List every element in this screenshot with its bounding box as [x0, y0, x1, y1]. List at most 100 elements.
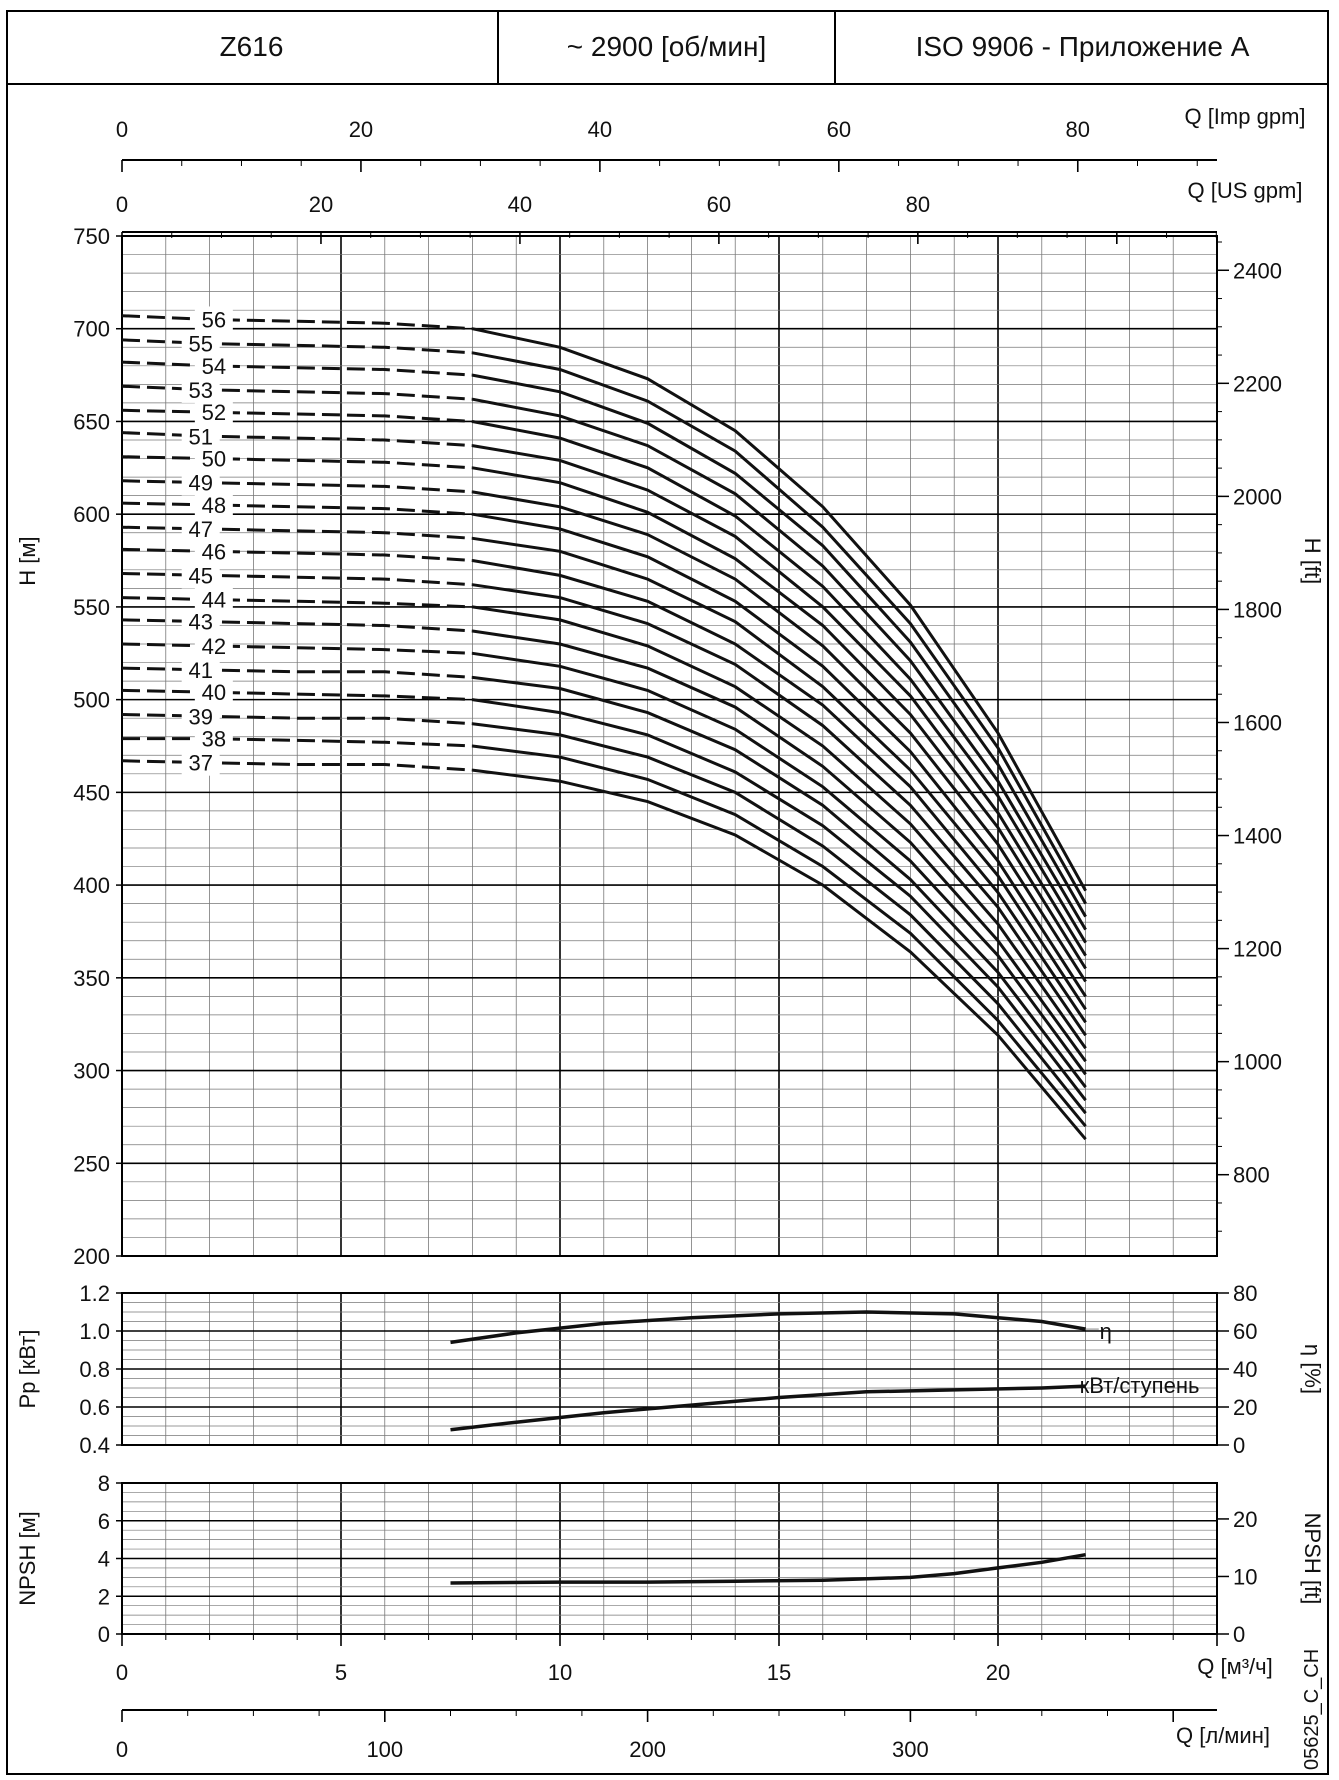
x2-tick-label: 300 [892, 1737, 929, 1762]
head-curve-55-dashed [121, 338, 473, 355]
stage-label-bg [181, 516, 220, 543]
head-curve-47 [472, 536, 1087, 1011]
power-label: кВт/ступень [1080, 1373, 1200, 1398]
y-right-tick-label: 800 [1233, 1163, 1270, 1188]
stage-label-bg [181, 608, 220, 635]
top-axis-tick-label: 60 [827, 117, 851, 142]
head-curve-42 [472, 651, 1087, 1076]
stage-label: 52 [202, 400, 226, 425]
efficiency-curve [450, 1310, 1086, 1345]
head-curve-50-dashed [121, 455, 473, 470]
stage-label-bg [181, 703, 220, 730]
y-tick-label: 400 [73, 873, 110, 898]
x-tick-label: 10 [548, 1660, 572, 1685]
head-curve-43 [472, 629, 1087, 1063]
stage-label-bg [181, 330, 220, 357]
y-tick-label: 2 [98, 1584, 110, 1609]
standard-label: ISO 9906 - Приложение А [915, 30, 1250, 62]
stage-label: 38 [202, 727, 226, 752]
stage-label: 39 [188, 704, 212, 729]
stage-label: 45 [188, 563, 212, 588]
stage-label: 42 [202, 634, 226, 659]
head-curve-38-dashed [122, 737, 473, 748]
head-curve-52 [472, 420, 1087, 944]
stage-label: 43 [188, 610, 212, 635]
y-right-tick-label: 10 [1233, 1564, 1257, 1589]
y-axis-right-title: H [ft] [1300, 538, 1325, 584]
y-tick-label: 700 [73, 317, 110, 342]
stage-label-bg [194, 538, 233, 565]
head-curve-37-dashed [121, 759, 473, 772]
stage-label-bg [194, 586, 233, 613]
head-curve-56 [472, 327, 1087, 892]
y-right-tick-label: 2200 [1233, 371, 1282, 396]
head-curve-56-dashed [121, 314, 473, 331]
stage-label-bg [194, 491, 233, 518]
top-axis-tick-label: 80 [1066, 117, 1090, 142]
head-curve-45 [472, 583, 1087, 1037]
y-right-tick-label: 1600 [1233, 710, 1282, 735]
head-curve-53 [472, 397, 1087, 931]
x2-tick-label: 200 [629, 1737, 666, 1762]
head-curve-54-dashed [121, 360, 473, 377]
npsh-curve [450, 1552, 1086, 1585]
head-curve-47-dashed [121, 525, 473, 540]
y-tick-label: 6 [98, 1509, 110, 1534]
head-curve-44-dashed [121, 596, 473, 609]
top-axis-tick-label: 20 [309, 192, 333, 217]
head-curve-39-dashed [121, 713, 473, 726]
power-curve [450, 1384, 1086, 1432]
stage-label: 44 [202, 587, 226, 612]
y-right-tick-label: 20 [1233, 1395, 1257, 1420]
head-curve-37 [472, 768, 1087, 1141]
stage-label-bg [181, 749, 220, 776]
head-curve-41-dashed [121, 666, 473, 679]
stage-label-bg [194, 632, 233, 659]
y-axis-title: H [м] [15, 536, 40, 585]
y-right-tick-label: 1400 [1233, 824, 1282, 849]
head-curve-55 [472, 351, 1087, 905]
y-tick-label: 500 [73, 688, 110, 713]
stage-label-bg [181, 376, 220, 403]
stage-label: 55 [188, 332, 212, 357]
top-axis-tick-label: 20 [349, 117, 373, 142]
head-curve-45-dashed [121, 572, 473, 587]
top-axis-tick-label: 40 [508, 192, 532, 217]
head-curve-43-dashed [121, 618, 473, 633]
model-label: Z616 [6, 10, 499, 83]
y-axis-title: Pp [кВт] [15, 1330, 40, 1409]
y-right-tick-label: 20 [1233, 1507, 1257, 1532]
head-curve-50 [472, 466, 1087, 970]
y-right-tick-label: 40 [1233, 1357, 1257, 1382]
y-tick-label: 1.0 [79, 1319, 110, 1344]
y-tick-label: 4 [98, 1547, 110, 1572]
head-curve-44 [472, 605, 1087, 1050]
stage-label: 53 [188, 378, 212, 403]
head-curve-54 [472, 373, 1087, 918]
top-axis-tick-label: 80 [906, 192, 930, 217]
stage-label: 56 [202, 307, 226, 332]
head-curve-46-dashed [121, 547, 473, 562]
y-right-tick-label: 0 [1233, 1622, 1245, 1647]
head-curve-40 [472, 698, 1087, 1102]
y-tick-label: 350 [73, 966, 110, 991]
panel-border [121, 235, 1218, 1257]
stage-label: 50 [202, 447, 226, 472]
y-tick-label: 0.6 [79, 1395, 110, 1420]
y-tick-label: 450 [73, 780, 110, 805]
y-tick-label: 200 [73, 1244, 110, 1269]
x2-tick-label: 100 [366, 1737, 403, 1762]
stage-label-bg [194, 725, 233, 752]
stage-label: 46 [202, 539, 226, 564]
head-curve-48-dashed [121, 501, 473, 516]
stage-label-bg [181, 469, 220, 496]
head-curve-48 [472, 512, 1087, 998]
y-right-tick-label: 1800 [1233, 597, 1282, 622]
y-tick-label: 0 [98, 1622, 110, 1647]
stage-label: 47 [188, 517, 212, 542]
stage-label-bg [181, 656, 220, 683]
head-curve-40-dashed [121, 688, 473, 702]
stage-label: 37 [188, 751, 212, 776]
stage-label-bg [194, 399, 233, 426]
